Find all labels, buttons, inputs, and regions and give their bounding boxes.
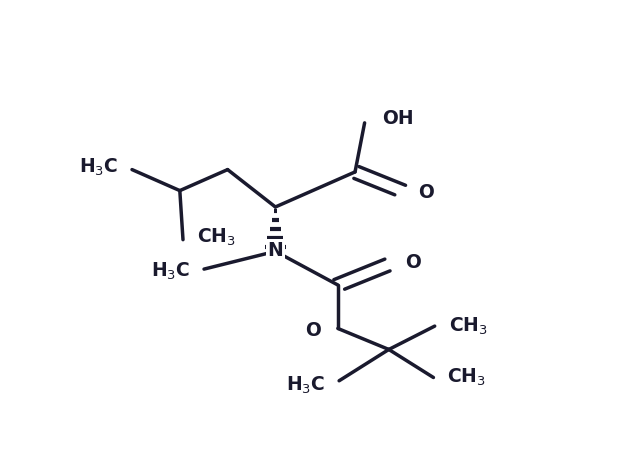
Text: CH$_3$: CH$_3$ <box>197 227 236 248</box>
Text: OH: OH <box>383 109 414 128</box>
Text: CH$_3$: CH$_3$ <box>449 315 488 337</box>
Text: O: O <box>418 183 434 203</box>
Text: O: O <box>305 321 321 340</box>
Text: O: O <box>405 252 421 272</box>
Text: H$_3$C: H$_3$C <box>151 261 190 282</box>
Text: CH$_3$: CH$_3$ <box>447 367 486 388</box>
Text: H$_3$C: H$_3$C <box>79 157 118 178</box>
Text: H$_3$C: H$_3$C <box>286 375 325 396</box>
Text: N: N <box>268 241 284 260</box>
